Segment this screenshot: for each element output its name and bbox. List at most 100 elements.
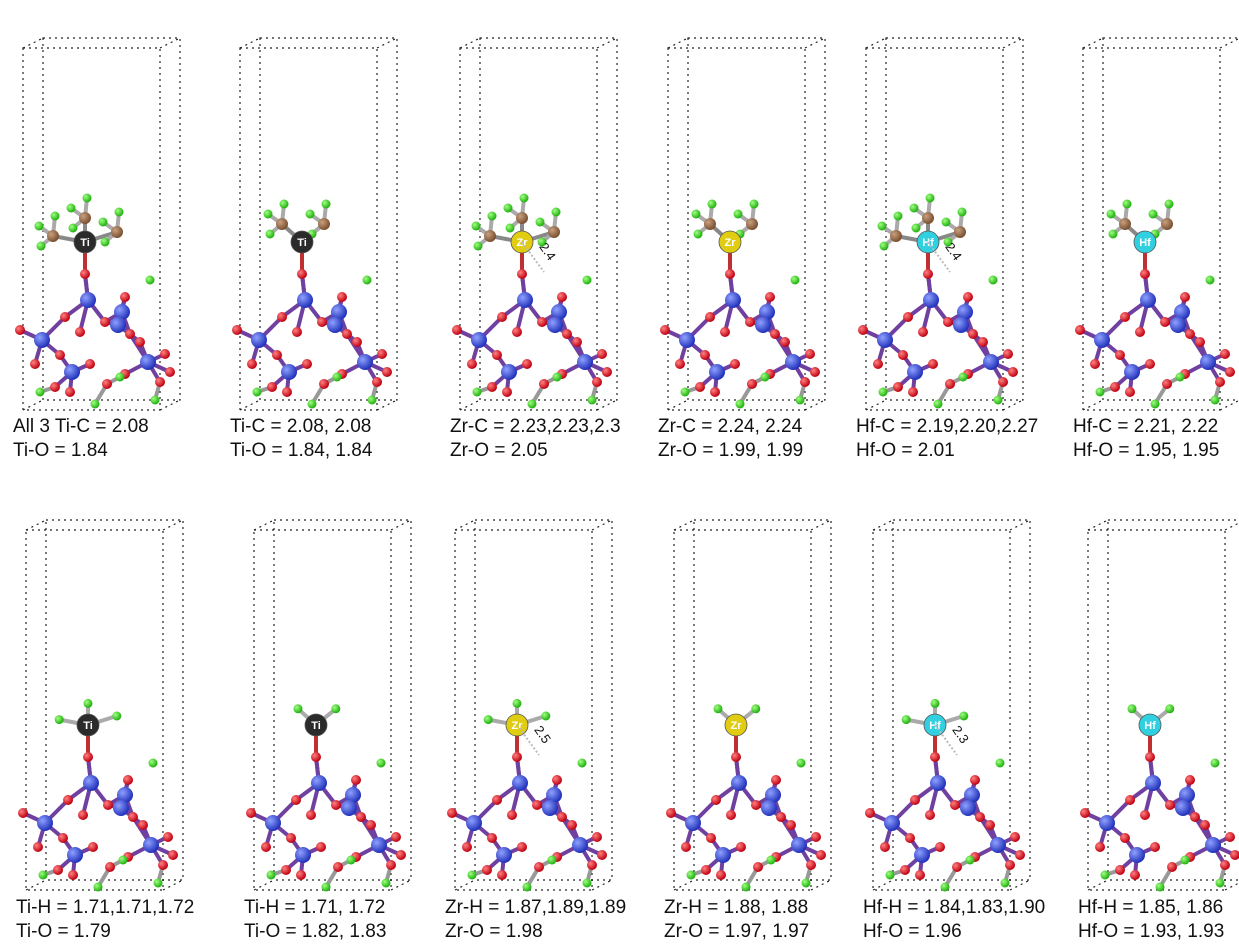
- oxygen-atom: [1160, 317, 1170, 327]
- oxygen-atom: [75, 327, 85, 337]
- oxygen-atom: [1125, 387, 1135, 397]
- silicon-atom: [930, 775, 946, 791]
- oxygen-atom: [711, 795, 721, 805]
- oxygen-atom: [1130, 870, 1140, 880]
- oxygen-atom: [730, 359, 740, 369]
- oxygen-atom: [602, 367, 612, 377]
- oxygen-atom: [903, 312, 913, 322]
- hydrogen-atom: [553, 373, 562, 382]
- cell-edge: [455, 880, 475, 890]
- carbon-atom: [922, 212, 934, 224]
- silicon-atom: [311, 775, 327, 791]
- oxygen-atom: [366, 820, 376, 830]
- hydrogen-atom: [714, 704, 723, 713]
- carbon-atom: [79, 212, 91, 224]
- oxygen-atom: [296, 870, 306, 880]
- oxygen-atom: [1075, 325, 1085, 335]
- metal-label: Zr: [731, 720, 743, 732]
- hydrogen-atom: [761, 373, 770, 382]
- oxygen-atom: [160, 349, 170, 359]
- oxygen-atom: [1095, 842, 1105, 852]
- hydrogen-atom: [363, 276, 372, 285]
- cell-edge: [1220, 38, 1239, 48]
- cell-edge: [460, 400, 480, 410]
- hydrogen-atom: [69, 224, 78, 233]
- oxygen-atom: [356, 812, 366, 822]
- oxygen-atom: [1220, 860, 1230, 870]
- carbon-atom: [1119, 218, 1131, 230]
- hydrogen-atom: [708, 200, 717, 209]
- hydrogen-atom: [1156, 883, 1165, 892]
- hydrogen-atom: [959, 712, 968, 721]
- hydrogen-atom: [382, 879, 391, 888]
- hydrogen-atom: [1151, 400, 1160, 409]
- oxygen-atom: [15, 325, 25, 335]
- hydrogen-atom: [548, 856, 557, 865]
- hydrogen-atom: [331, 704, 340, 713]
- hydrogen-atom: [886, 871, 895, 880]
- oxygen-atom: [552, 775, 562, 785]
- oxygen-atom: [88, 842, 98, 852]
- silicon-atom: [953, 317, 969, 333]
- silicon-atom: [297, 292, 313, 308]
- oxygen-atom: [998, 377, 1008, 387]
- cell-edge: [240, 38, 260, 48]
- oxygen-atom: [512, 327, 522, 337]
- oxygen-atom: [745, 317, 755, 327]
- hydrogen-atom: [116, 373, 125, 382]
- hydrogen-atom: [583, 276, 592, 285]
- oxygen-atom: [963, 292, 973, 302]
- hydrogen-atom: [322, 200, 331, 209]
- hydrogen-atom: [742, 883, 751, 892]
- caption-line: Zr-C = 2.24, 2.24: [658, 416, 803, 437]
- cell-edge: [674, 520, 694, 530]
- distance-label: 2.3: [949, 723, 972, 746]
- hydrogen-atom: [149, 759, 158, 768]
- cell-edge: [23, 38, 43, 48]
- oxygen-atom: [63, 795, 73, 805]
- caption-line: Zr-H = 1.88, 1.88: [664, 897, 808, 918]
- silicon-atom: [542, 800, 558, 816]
- hydrogen-atom: [934, 400, 943, 409]
- silicon-atom: [1129, 847, 1145, 863]
- caption-line: Ti-H = 1.71, 1.72: [244, 897, 385, 918]
- silicon-atom: [761, 800, 777, 816]
- cell-edge: [377, 38, 397, 48]
- oxygen-atom: [316, 842, 326, 852]
- hydrogen-atom: [347, 856, 356, 865]
- carbon-atom: [548, 226, 560, 238]
- silicon-atom: [1200, 354, 1216, 370]
- cell-edge: [811, 520, 831, 530]
- hydrogen-atom: [484, 715, 493, 724]
- hydrogen-atom: [377, 759, 386, 768]
- oxygen-atom: [1225, 832, 1235, 842]
- oxygen-atom: [710, 387, 720, 397]
- hydrogen-atom: [67, 204, 76, 213]
- oxygen-atom: [1220, 349, 1230, 359]
- hydrogen-atom: [926, 194, 935, 203]
- cell-front: [1083, 48, 1220, 410]
- silicon-atom: [265, 815, 281, 831]
- oxygen-atom: [534, 862, 544, 872]
- cell-front: [668, 48, 805, 410]
- oxygen-atom: [155, 377, 165, 387]
- oxygen-atom: [168, 850, 178, 860]
- cell-edge: [254, 520, 274, 530]
- silicon-atom: [512, 775, 528, 791]
- oxygen-atom: [572, 337, 582, 347]
- silicon-atom: [496, 847, 512, 863]
- oxygen-atom: [597, 850, 607, 860]
- silicon-atom: [357, 354, 373, 370]
- hydrogen-atom: [966, 856, 975, 865]
- oxygen-atom: [319, 379, 329, 389]
- hydrogen-atom: [36, 388, 45, 397]
- oxygen-atom: [695, 382, 705, 392]
- oxygen-atom: [1080, 808, 1090, 818]
- hydrogen-atom: [1165, 200, 1174, 209]
- hydrogen-atom: [894, 212, 903, 221]
- cell-edge: [873, 520, 893, 530]
- cell-edge: [1088, 520, 1108, 530]
- cell-edge: [1225, 520, 1239, 530]
- hydrogen-atom: [1101, 871, 1110, 880]
- oxygen-atom: [165, 367, 175, 377]
